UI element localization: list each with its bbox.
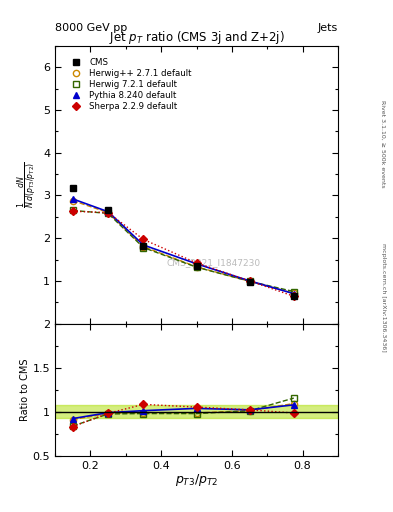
Sherpa 2.2.9 default	[292, 293, 296, 300]
Title: Jet $p_T$ ratio (CMS 3j and Z+2j): Jet $p_T$ ratio (CMS 3j and Z+2j)	[108, 29, 285, 46]
Line: Herwig++ 2.7.1 default: Herwig++ 2.7.1 default	[70, 198, 297, 296]
Sherpa 2.2.9 default	[70, 208, 75, 215]
Y-axis label: $\frac{1}{N}\frac{dN}{d(p_{T3}/p_{T2})}$: $\frac{1}{N}\frac{dN}{d(p_{T3}/p_{T2})}$	[16, 161, 40, 208]
Herwig++ 2.7.1 default	[70, 198, 75, 204]
Text: CMS_2021_I1847230: CMS_2021_I1847230	[166, 258, 261, 267]
Pythia 8.240 default	[247, 278, 252, 284]
Herwig++ 2.7.1 default	[106, 209, 110, 216]
Legend: CMS, Herwig++ 2.7.1 default, Herwig 7.2.1 default, Pythia 8.240 default, Sherpa : CMS, Herwig++ 2.7.1 default, Herwig 7.2.…	[65, 56, 193, 113]
Herwig++ 2.7.1 default	[292, 290, 296, 296]
Line: CMS: CMS	[69, 185, 297, 300]
CMS	[247, 279, 252, 285]
Text: 8000 GeV pp: 8000 GeV pp	[55, 23, 127, 33]
Line: Pythia 8.240 default: Pythia 8.240 default	[70, 196, 297, 297]
CMS	[194, 263, 199, 269]
Line: Sherpa 2.2.9 default: Sherpa 2.2.9 default	[70, 208, 297, 299]
Herwig 7.2.1 default	[106, 210, 110, 217]
Sherpa 2.2.9 default	[247, 278, 252, 284]
Herwig 7.2.1 default	[70, 207, 75, 214]
Text: Rivet 3.1.10, ≥ 500k events: Rivet 3.1.10, ≥ 500k events	[381, 99, 386, 187]
Pythia 8.240 default	[70, 196, 75, 202]
CMS	[141, 243, 146, 249]
CMS	[292, 293, 296, 299]
Herwig++ 2.7.1 default	[141, 244, 146, 250]
Pythia 8.240 default	[141, 242, 146, 248]
Herwig 7.2.1 default	[141, 245, 146, 251]
CMS	[70, 185, 75, 191]
X-axis label: $p_{T3}/p_{T2}$: $p_{T3}/p_{T2}$	[175, 472, 218, 488]
Text: mcplots.cern.ch [arXiv:1306.3436]: mcplots.cern.ch [arXiv:1306.3436]	[381, 243, 386, 351]
Pythia 8.240 default	[194, 261, 199, 267]
Text: Jets: Jets	[318, 23, 338, 33]
Herwig 7.2.1 default	[247, 278, 252, 284]
Y-axis label: Ratio to CMS: Ratio to CMS	[20, 358, 30, 421]
Herwig++ 2.7.1 default	[194, 264, 199, 270]
Herwig 7.2.1 default	[194, 264, 199, 270]
Sherpa 2.2.9 default	[141, 237, 146, 243]
CMS	[106, 207, 110, 214]
Herwig 7.2.1 default	[292, 288, 296, 294]
Line: Herwig 7.2.1 default: Herwig 7.2.1 default	[70, 207, 297, 295]
Herwig++ 2.7.1 default	[247, 278, 252, 284]
Pythia 8.240 default	[292, 291, 296, 297]
Sherpa 2.2.9 default	[194, 260, 199, 266]
Pythia 8.240 default	[106, 208, 110, 215]
Sherpa 2.2.9 default	[106, 209, 110, 216]
Bar	[55, 406, 338, 418]
